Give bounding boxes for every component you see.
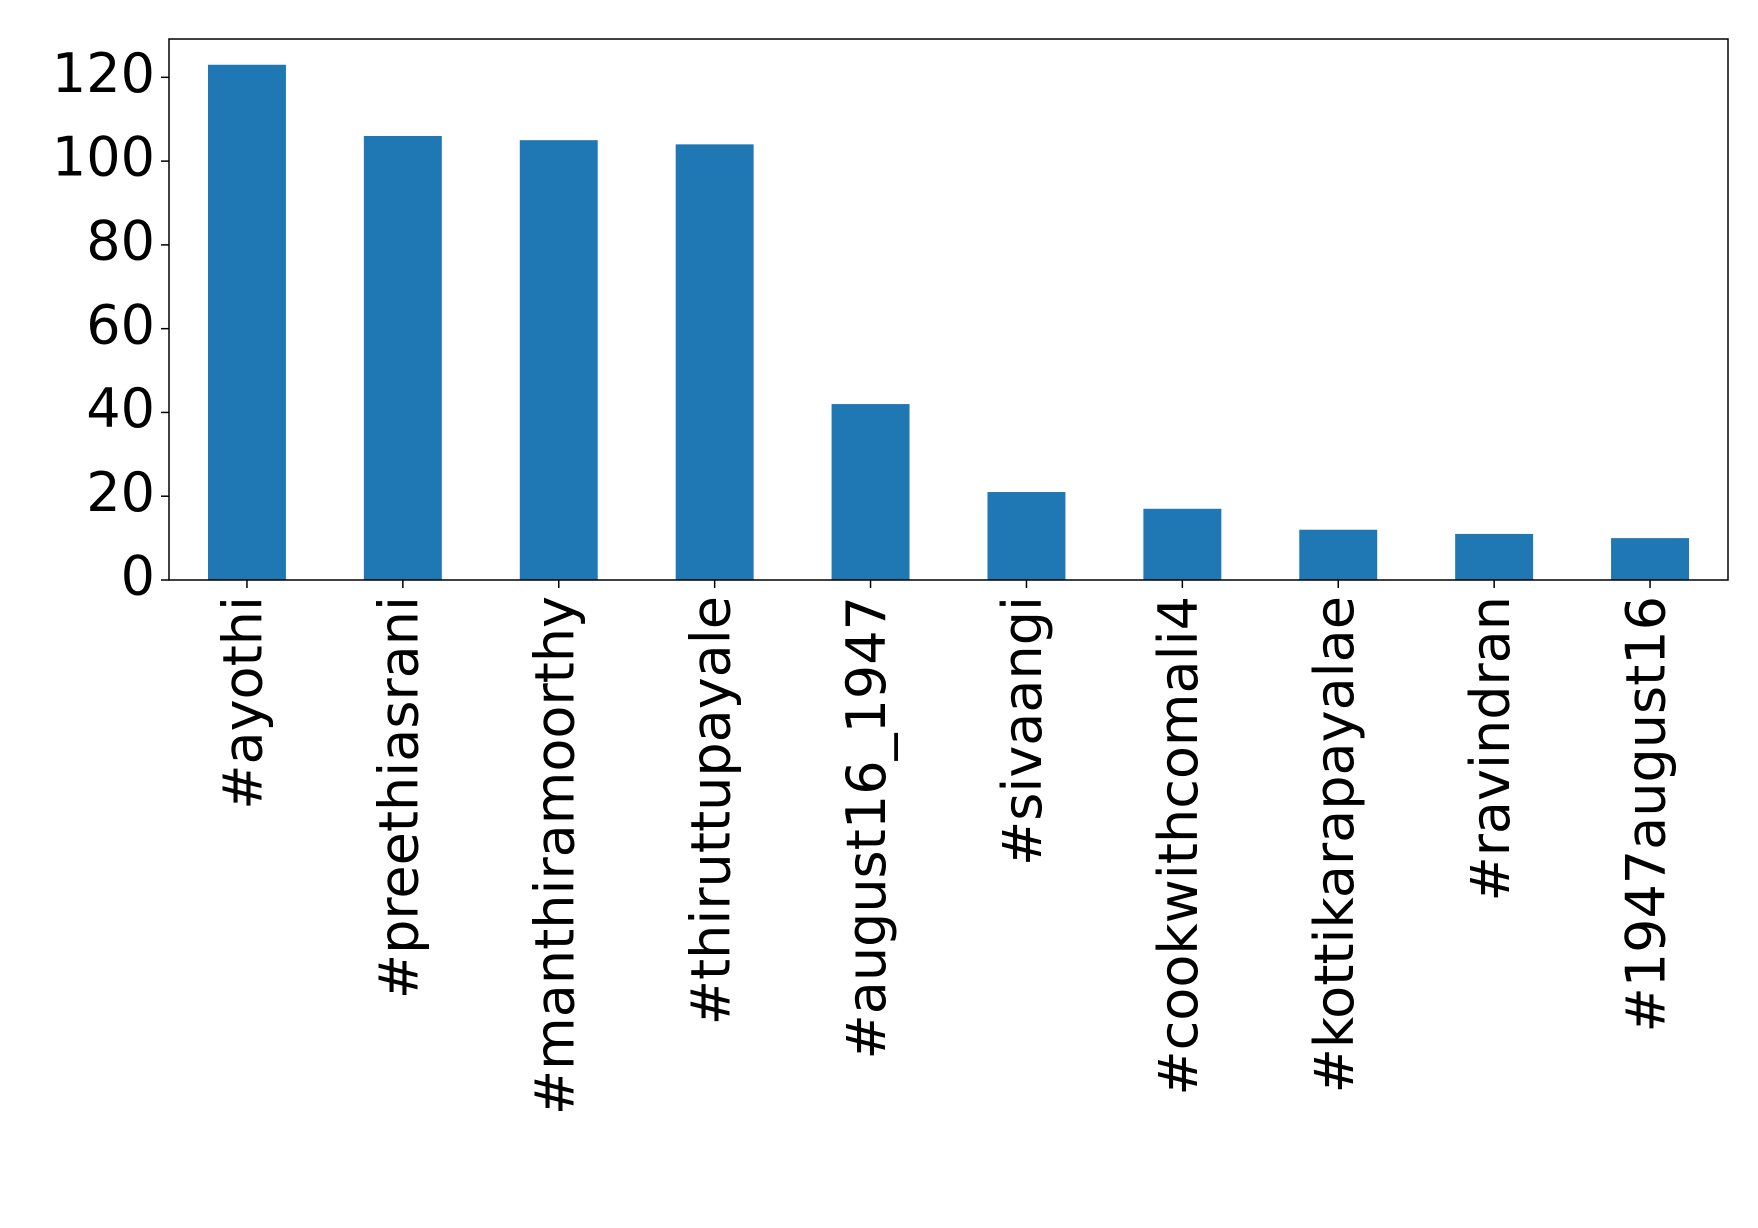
- bar: [1143, 508, 1222, 580]
- bar: [831, 404, 910, 580]
- x-tick-label: #ayothi: [212, 596, 275, 810]
- bar: [1611, 538, 1690, 580]
- plot-frame: [168, 38, 1729, 581]
- x-tick-label: #sivaangi: [991, 596, 1054, 866]
- bar: [1299, 529, 1378, 580]
- y-tick-label: 80: [86, 210, 155, 273]
- x-tick-label: #preethiasrani: [367, 596, 430, 999]
- bar: [675, 144, 754, 580]
- x-tick-label: #august16_1947: [835, 596, 898, 1060]
- y-tick-label: 0: [121, 545, 155, 608]
- bar: [363, 135, 442, 580]
- x-tick-label: #cookwithcomali4: [1147, 596, 1210, 1096]
- bar: [1455, 533, 1534, 580]
- y-tick-label: 20: [86, 461, 155, 524]
- y-tick-label: 100: [52, 126, 155, 189]
- x-tick-label: #kottikarapayalae: [1303, 596, 1366, 1093]
- x-tick-label: #thiruttupayale: [679, 596, 742, 1025]
- bar: [207, 64, 286, 580]
- x-tick-label: #manthiramoorthy: [523, 596, 586, 1115]
- bar: [987, 492, 1066, 580]
- y-tick-label: 120: [52, 42, 155, 105]
- y-tick-label: 40: [86, 377, 155, 440]
- bar: [519, 140, 598, 580]
- x-tick-label: #1947august16: [1615, 596, 1678, 1033]
- y-tick-label: 60: [86, 293, 155, 356]
- x-tick-label: #ravindran: [1459, 596, 1522, 902]
